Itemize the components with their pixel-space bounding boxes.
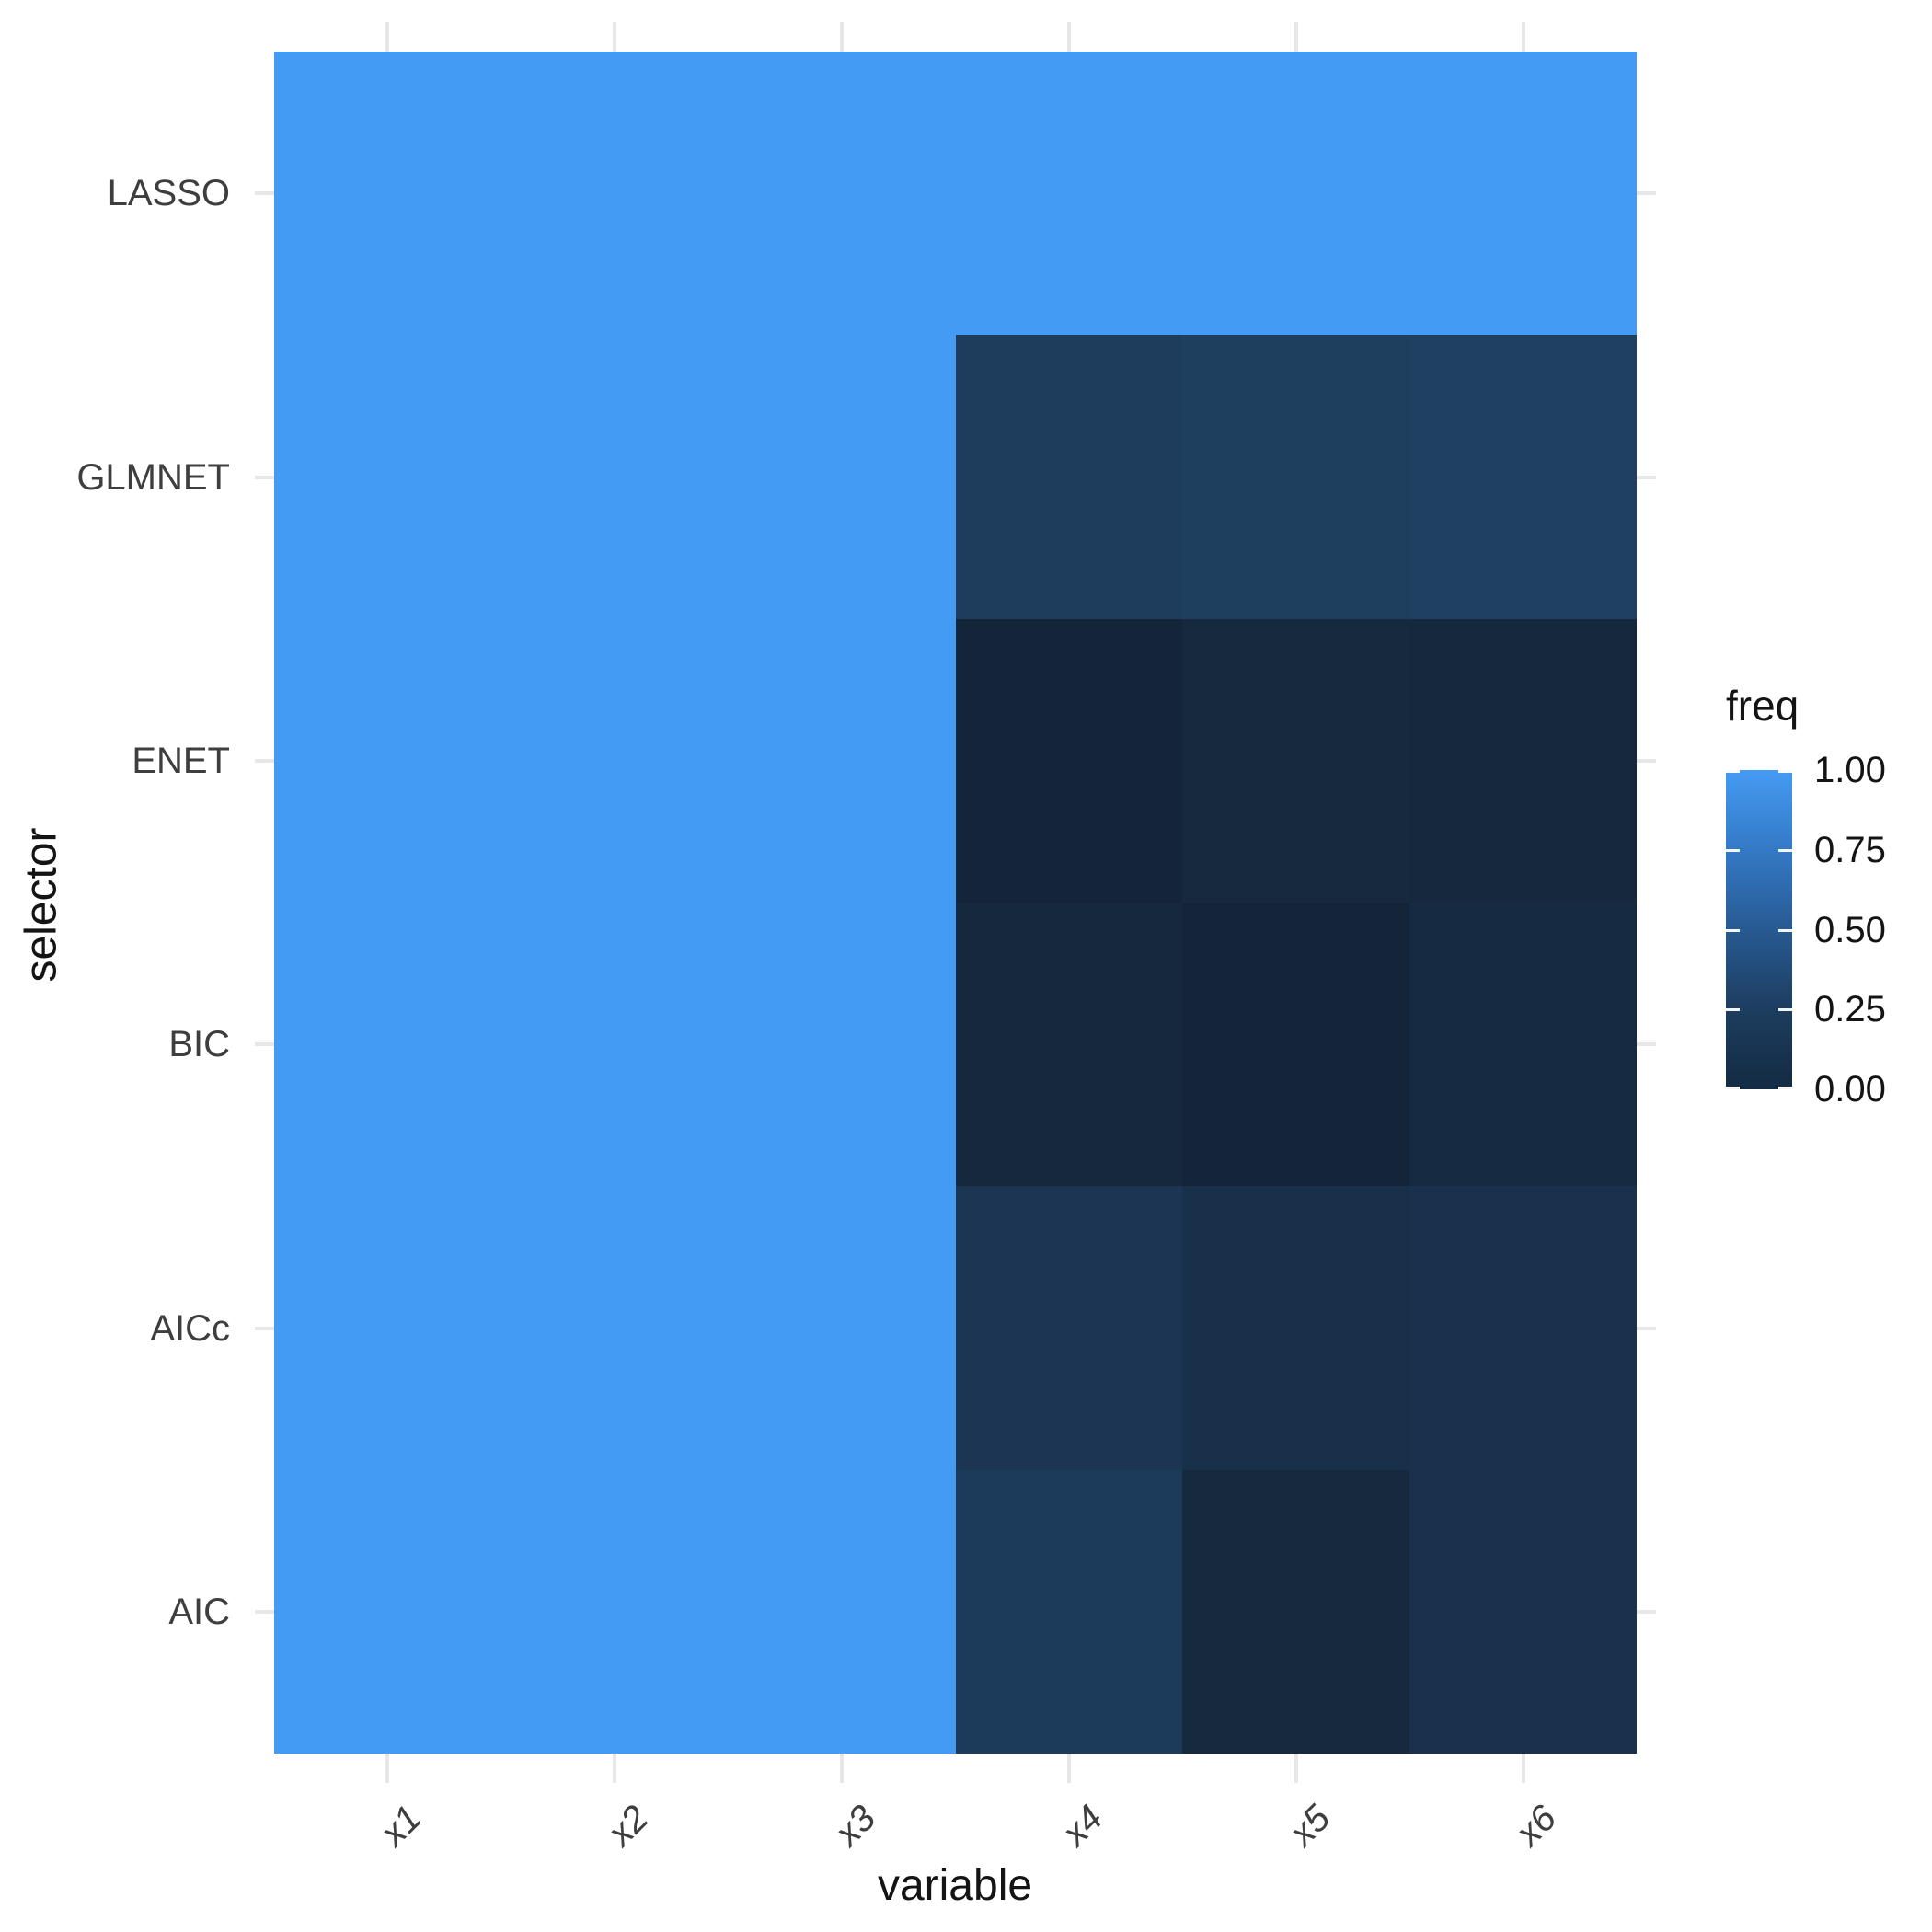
grid-line-stub: [1521, 1754, 1525, 1783]
heatmap-cell: [274, 335, 501, 619]
legend-tick-mark: [1778, 929, 1792, 932]
x-tick-label-x1: x1: [373, 1798, 430, 1854]
grid-line-stub: [255, 475, 274, 479]
heatmap-cell: [729, 903, 956, 1186]
grid-line-stub: [255, 1042, 274, 1047]
heatmap-cell: [501, 903, 729, 1186]
grid-line-stub: [1294, 1754, 1298, 1783]
legend-tick-mark: [1726, 1087, 1740, 1089]
grid-line-stub: [255, 758, 274, 763]
grid-line-stub: [1637, 475, 1656, 479]
legend: freq 1.00 0.75 0.50 0.25 0.00: [1708, 681, 1932, 1141]
heatmap-cell: [1409, 1186, 1637, 1470]
legend-tick-mark: [1726, 929, 1740, 932]
grid-line-stub: [1521, 22, 1525, 52]
grid-line-stub: [1637, 1609, 1656, 1614]
y-tick-label-AIC: AIC: [168, 1591, 230, 1632]
y-tick-label-ENET: ENET: [132, 740, 230, 781]
heatmap-cell: [501, 52, 729, 335]
legend-tick-mark: [1778, 1008, 1792, 1011]
grid-line-stub: [613, 1754, 617, 1783]
heatmap-cell: [1409, 335, 1637, 619]
heatmap-cell: [956, 619, 1182, 903]
legend-label-0.75: 0.75: [1814, 829, 1886, 870]
heatmap-cell: [956, 335, 1182, 619]
heatmap-cell: [1182, 335, 1409, 619]
heatmap-cell: [729, 1186, 956, 1470]
y-tick-label-BIC: BIC: [168, 1024, 230, 1065]
grid-line-stub: [1066, 22, 1071, 52]
heatmap-cell: [1182, 1186, 1409, 1470]
grid-line-stub: [1294, 22, 1298, 52]
y-tick-label-LASSO: LASSO: [107, 173, 230, 214]
heatmap-cell: [1409, 52, 1637, 335]
legend-label-0.25: 0.25: [1814, 989, 1886, 1030]
grid-line-stub: [1637, 191, 1656, 196]
legend-colorbar: [1726, 770, 1792, 1089]
legend-label-0.50: 0.50: [1814, 909, 1886, 950]
grid-line-stub: [385, 22, 390, 52]
heatmap-cell: [1409, 619, 1637, 903]
grid-line-stub: [255, 191, 274, 196]
x-tick-label-x5: x5: [1281, 1798, 1338, 1854]
heatmap-cell: [274, 52, 501, 335]
y-tick-label-GLMNET: GLMNET: [76, 456, 230, 498]
heatmap-cell: [274, 619, 501, 903]
x-axis-title: variable: [877, 1861, 1033, 1910]
legend-tick-mark: [1726, 849, 1740, 852]
x-tick-label-x4: x4: [1054, 1798, 1111, 1854]
heatmap-cell: [501, 1470, 729, 1754]
legend-tick-mark: [1778, 1087, 1792, 1089]
heatmap-cell: [274, 1470, 501, 1754]
heatmap-cell: [501, 619, 729, 903]
heatmap-tiles: [274, 52, 1637, 1754]
heatmap-cell: [1182, 52, 1409, 335]
grid-line-stub: [1637, 1042, 1656, 1047]
heatmap-cell: [729, 335, 956, 619]
heatmap-cell: [274, 1186, 501, 1470]
grid-line-stub: [840, 22, 845, 52]
legend-tick-mark: [1778, 849, 1792, 852]
heatmap-cell: [274, 903, 501, 1186]
grid-line-stub: [255, 1609, 274, 1614]
heatmap-cell: [501, 335, 729, 619]
heatmap-cell: [1409, 903, 1637, 1186]
grid-line-stub: [613, 22, 617, 52]
grid-line-stub: [255, 1326, 274, 1330]
grid-line-stub: [1637, 1326, 1656, 1330]
plot-panel: [255, 22, 1656, 1783]
legend-title: freq: [1726, 682, 1800, 730]
grid-line-stub: [840, 1754, 845, 1783]
heatmap-cell: [729, 1470, 956, 1754]
legend-tick-mark: [1726, 1008, 1740, 1011]
legend-label-1.00: 1.00: [1814, 750, 1886, 790]
x-tick-label-x2: x2: [600, 1798, 657, 1854]
grid-line-stub: [385, 1754, 390, 1783]
heatmap-cell: [729, 619, 956, 903]
legend-tick-mark: [1778, 770, 1792, 773]
heatmap-cell: [1409, 1470, 1637, 1754]
legend-tick-mark: [1726, 770, 1740, 773]
heatmap-cell: [956, 1186, 1182, 1470]
grid-line-stub: [1637, 758, 1656, 763]
x-tick-label-x6: x6: [1508, 1798, 1565, 1854]
heatmap-cell: [501, 1186, 729, 1470]
heatmap-cell: [956, 52, 1182, 335]
heatmap-cell: [1182, 903, 1409, 1186]
heatmap-cell: [956, 903, 1182, 1186]
heatmap-cell: [1182, 1470, 1409, 1754]
heatmap-cell: [956, 1470, 1182, 1754]
heatmap-cell: [1182, 619, 1409, 903]
legend-label-0.00: 0.00: [1814, 1069, 1886, 1110]
grid-line-stub: [1066, 1754, 1071, 1783]
heatmap-cell: [729, 52, 956, 335]
y-tick-label-AICc: AICc: [150, 1307, 230, 1349]
y-axis-title: selector: [17, 827, 66, 983]
x-tick-label-x3: x3: [827, 1798, 884, 1854]
